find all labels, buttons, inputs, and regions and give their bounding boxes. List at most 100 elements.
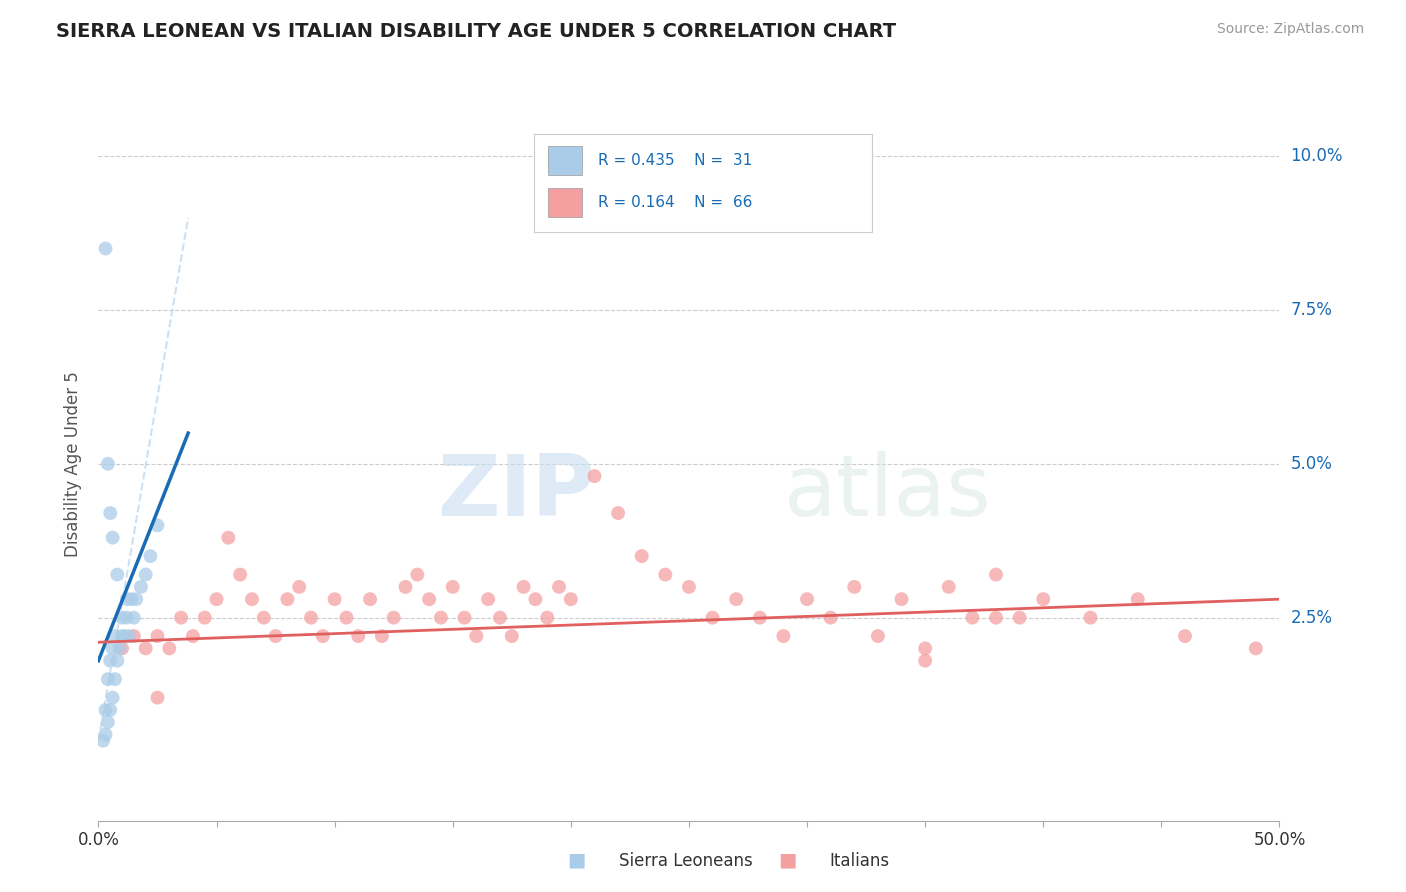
Point	[524, 592, 547, 607]
Point	[115, 592, 138, 607]
Text: ZIP: ZIP	[437, 450, 595, 534]
Point	[264, 629, 287, 643]
Text: 7.5%: 7.5%	[1291, 301, 1333, 319]
Point	[98, 703, 121, 717]
Point	[94, 703, 117, 717]
Point	[205, 592, 228, 607]
Point	[122, 629, 145, 643]
Point	[111, 610, 134, 624]
Point	[115, 610, 138, 624]
Point	[94, 727, 117, 741]
Point	[844, 580, 866, 594]
Point	[914, 641, 936, 656]
Point	[101, 531, 124, 545]
Point	[512, 580, 534, 594]
Point	[678, 580, 700, 594]
Point	[217, 531, 239, 545]
Text: Sierra Leoneans: Sierra Leoneans	[619, 852, 752, 870]
Point	[1080, 610, 1102, 624]
Point	[97, 457, 120, 471]
Point	[702, 610, 724, 624]
Point	[630, 549, 652, 563]
Point	[101, 690, 124, 705]
Point	[441, 580, 464, 594]
Point	[229, 567, 252, 582]
Point	[335, 610, 357, 624]
Y-axis label: Disability Age Under 5: Disability Age Under 5	[65, 371, 83, 557]
Point	[146, 690, 169, 705]
Point	[962, 610, 984, 624]
Point	[607, 506, 630, 520]
Point	[121, 592, 143, 607]
Text: R = 0.435    N =  31: R = 0.435 N = 31	[599, 153, 752, 168]
Point	[560, 592, 582, 607]
Point	[240, 592, 263, 607]
Point	[170, 610, 193, 624]
Point	[465, 629, 488, 643]
Point	[359, 592, 381, 607]
Point	[112, 629, 135, 643]
Text: Source: ZipAtlas.com: Source: ZipAtlas.com	[1216, 22, 1364, 37]
Point	[1008, 610, 1031, 624]
Point	[94, 242, 117, 256]
Text: 2.5%: 2.5%	[1291, 608, 1333, 627]
Point	[489, 610, 512, 624]
Point	[181, 629, 204, 643]
Point	[135, 641, 157, 656]
Point	[984, 567, 1007, 582]
Point	[536, 610, 558, 624]
Point	[890, 592, 912, 607]
Text: atlas: atlas	[783, 450, 991, 534]
Point	[104, 629, 127, 643]
Point	[101, 641, 124, 656]
Point	[146, 518, 169, 533]
Point	[97, 672, 120, 686]
Point	[1174, 629, 1197, 643]
Text: R = 0.164    N =  66: R = 0.164 N = 66	[599, 195, 752, 210]
Text: ■: ■	[567, 851, 586, 870]
Point	[406, 567, 429, 582]
Point	[111, 641, 134, 656]
Point	[98, 654, 121, 668]
Point	[253, 610, 276, 624]
Point	[501, 629, 523, 643]
Point	[111, 629, 134, 643]
Point	[288, 580, 311, 594]
Point	[725, 592, 748, 607]
Point	[772, 629, 794, 643]
Point	[146, 629, 169, 643]
Point	[323, 592, 346, 607]
Point	[654, 567, 676, 582]
Point	[1244, 641, 1267, 656]
Point	[105, 654, 128, 668]
Text: Italians: Italians	[830, 852, 890, 870]
Point	[453, 610, 475, 624]
Point	[139, 549, 162, 563]
Text: 5.0%: 5.0%	[1291, 455, 1333, 473]
Text: ■: ■	[778, 851, 797, 870]
Point	[548, 580, 571, 594]
Point	[98, 506, 121, 520]
Point	[118, 629, 141, 643]
Point	[394, 580, 416, 594]
FancyBboxPatch shape	[548, 145, 582, 175]
FancyBboxPatch shape	[548, 188, 582, 218]
Point	[194, 610, 217, 624]
Point	[583, 469, 606, 483]
Point	[129, 580, 152, 594]
Point	[157, 641, 180, 656]
Point	[371, 629, 394, 643]
Point	[1032, 592, 1054, 607]
Point	[347, 629, 370, 643]
Point	[866, 629, 889, 643]
Point	[312, 629, 335, 643]
Point	[938, 580, 960, 594]
Point	[430, 610, 453, 624]
Point	[796, 592, 818, 607]
Point	[97, 715, 120, 730]
Point	[104, 672, 127, 686]
Point	[276, 592, 298, 607]
Point	[418, 592, 440, 607]
Point	[108, 641, 131, 656]
Point	[91, 733, 114, 747]
